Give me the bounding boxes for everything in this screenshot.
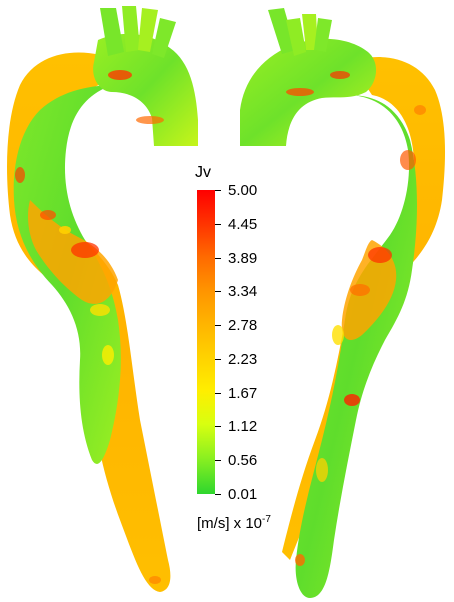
left-arch: [93, 33, 198, 146]
right-branch-2: [286, 18, 306, 56]
colorbar-tick-label: 4.45: [228, 215, 258, 233]
colorbar: [197, 190, 215, 494]
colorbar-tick-mark: [215, 426, 221, 428]
right-inner-tube: [295, 95, 417, 598]
colorbar-tick-mark: [215, 291, 221, 293]
colorbar-tick-label: 0.01: [228, 486, 258, 503]
colorbar-tick-label: 2.78: [228, 317, 258, 335]
colorbar-tick-mark: [215, 190, 221, 191]
legend-unit: [m/s] x 10-7: [197, 514, 271, 532]
colorbar-tick-label: 1.12: [228, 418, 258, 436]
colorbar-tick-mark: [215, 392, 221, 394]
colorbar-tick-label: 5.00: [228, 182, 258, 199]
right-branch-1: [268, 8, 296, 54]
left-hotspots: [15, 70, 164, 584]
colorbar-tick-label: 3.89: [228, 249, 258, 267]
left-vessel: [7, 6, 198, 592]
right-branch-4: [314, 18, 332, 52]
colorbar-tick-label: 1.67: [228, 384, 258, 402]
colorbar-tick-label: 2.23: [228, 350, 258, 368]
colorbar-tick-mark: [215, 257, 221, 259]
colorbar-tick-label: 3.34: [228, 283, 258, 301]
colorbar-tick-mark: [215, 494, 221, 495]
right-hotspots: [286, 71, 426, 566]
colorbar-tick-mark: [215, 358, 221, 360]
colorbar-tick-mark: [215, 460, 221, 462]
legend-unit-text: [m/s] x 10: [197, 515, 263, 532]
colorbar-tick-mark: [215, 325, 221, 327]
legend-title: Jv: [195, 164, 211, 181]
colorbar-tick-label: 0.56: [228, 452, 258, 470]
left-branch-3: [138, 8, 158, 52]
legend-unit-exponent: -7: [262, 514, 271, 525]
right-vessel: [240, 8, 446, 598]
left-branch-1: [100, 8, 124, 56]
left-branch-2: [122, 6, 140, 52]
right-branch-3: [302, 14, 318, 50]
colorbar-tick-mark: [215, 223, 221, 225]
left-branch-4: [152, 18, 176, 58]
